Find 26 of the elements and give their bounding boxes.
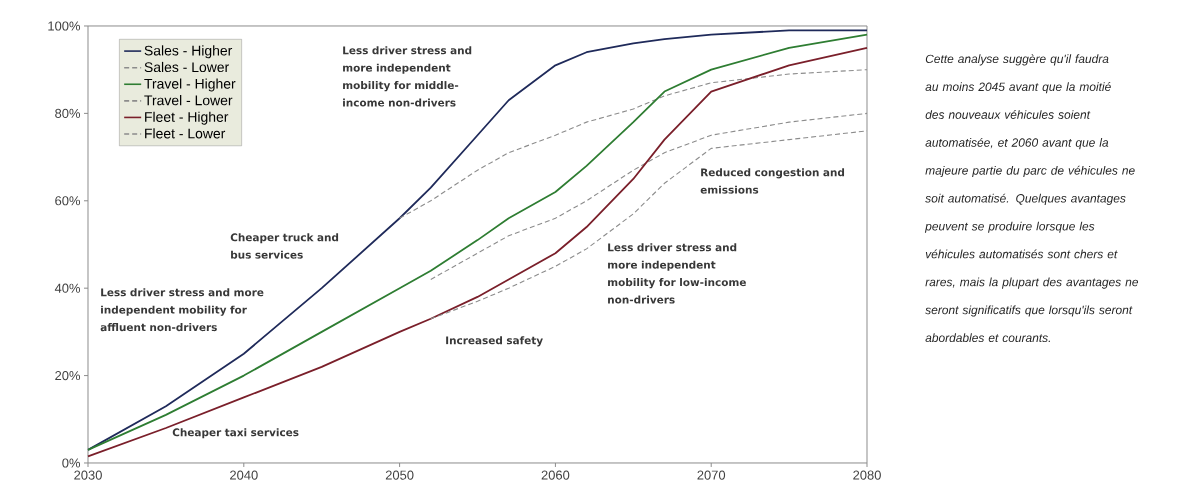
x-tick-label: 2050: [385, 470, 414, 480]
y-tick-label: 80%: [55, 108, 81, 118]
x-tick-label: 2080: [853, 470, 881, 480]
y-tick-label: 100%: [48, 21, 81, 31]
annotation: Cheaper taxi services: [172, 428, 299, 439]
text: Cette analyse suggère qu'il faudra au moins 2045 avant que la moitié des nouveaux véhicules soient automatisée, et 2060 avant que la majeure partie du parc de véhicules ne soit automatisé. Quelques avantages peuvent se produire lorsque les véhicules automatisés sont chers et rares, mais la plupart des avantages ne seront significatifs que lorsqu'ils seront abordables et courants.: [924, 54, 1139, 343]
y-tick-label: 40%: [54, 283, 81, 293]
x-tick-label: 2030: [74, 470, 102, 480]
annotation: Less driver stress and more independent mobility for affluent non-drivers: [100, 288, 264, 332]
legend-label: Sales - Higher: [144, 45, 233, 59]
y-tick-label: 60%: [55, 196, 81, 206]
annotation: Reduced congestion and emissions: [700, 168, 845, 194]
x-tick-label: 2070: [697, 470, 726, 480]
annotation: Less driver stress and more independent mobility for middle-income non-drivers: [343, 46, 472, 107]
legend-label: Fleet - Higher: [145, 111, 229, 125]
legend-label: Fleet - Lower: [145, 128, 226, 139]
legend-label: Travel - Lower: [144, 95, 233, 106]
y-tick-label: 20%: [55, 371, 81, 381]
x-tick-label: 2060: [541, 470, 570, 480]
annotation: Less driver stress and more independent mobility for low-income non-drivers: [608, 243, 746, 304]
annotation: Cheaper truck and bus services: [230, 233, 339, 259]
legend-label: Travel - Higher: [144, 78, 236, 92]
annotation: Increased safety: [446, 336, 543, 347]
y-tick-label: 0%: [62, 458, 81, 468]
x-tick-label: 2040: [230, 470, 258, 480]
legend-label: Sales - Lower: [144, 61, 229, 73]
